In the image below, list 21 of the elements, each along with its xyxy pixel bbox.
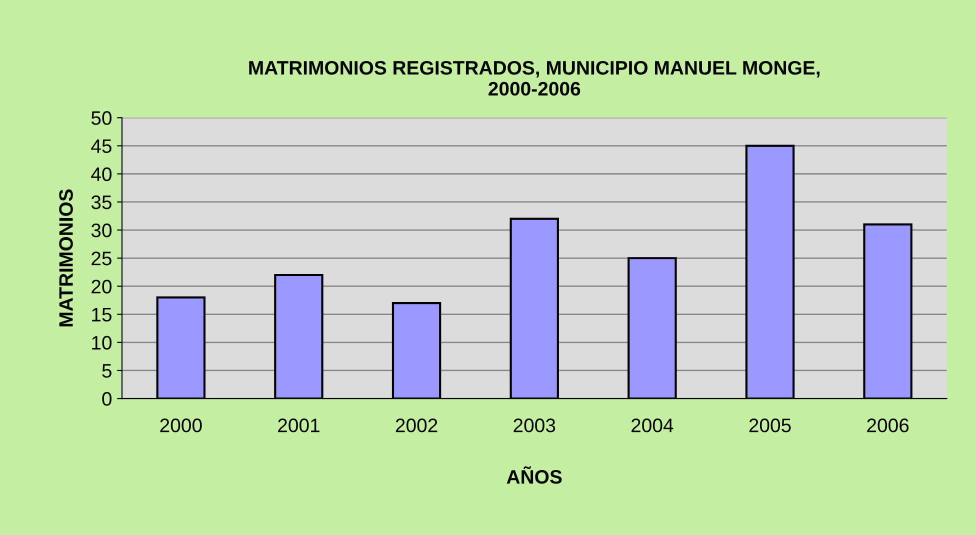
chart-title: MATRIMONIOS REGISTRADOS, MUNICIPIO MANUEL MONGE, 2000-2006	[249, 60, 820, 96]
x-tick-label: 2005	[749, 418, 791, 432]
y-tick-label: 0	[102, 392, 112, 406]
y-tick-label: 40	[91, 167, 112, 182]
y-tick-label: 5	[102, 364, 112, 378]
y-tick-label: 25	[92, 252, 112, 266]
x-tick-label: 2004	[632, 418, 674, 432]
x-axis-title: AÑOS	[506, 466, 562, 484]
y-tick-label: 35	[91, 195, 112, 210]
y-tick-label: 45	[91, 139, 112, 154]
x-tick-label: 2000	[160, 418, 202, 432]
x-tick-label: 2003	[514, 418, 556, 432]
x-tick-label: 2001	[278, 418, 320, 432]
x-tick-label: 2002	[396, 418, 438, 432]
y-axis-title: MATRIMONIOS	[59, 189, 73, 326]
y-tick-label: 50	[91, 111, 112, 125]
y-tick-label: 10	[92, 336, 112, 350]
x-tick-label: 2006	[867, 418, 909, 432]
y-tick-label: 20	[92, 280, 112, 294]
y-tick-label: 30	[91, 224, 112, 238]
y-tick-label: 15	[92, 308, 112, 322]
